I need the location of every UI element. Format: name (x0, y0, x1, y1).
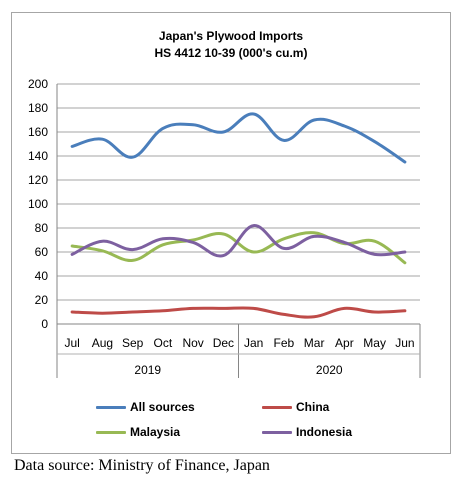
legend-label-china: China (296, 400, 330, 414)
chart-frame (11, 12, 451, 454)
x-group-label: 2020 (316, 363, 343, 377)
x-group-label: 2019 (134, 363, 161, 377)
legend-label-indonesia: Indonesia (296, 425, 353, 439)
y-tick-label: 60 (35, 245, 49, 259)
x-tick-label: Jan (244, 336, 263, 350)
y-tick-label: 200 (28, 77, 48, 91)
series-line-china (70, 306, 407, 319)
chart-subtitle: HS 4412 10-39 (000's cu.m) (154, 46, 308, 60)
x-tick-label: Nov (182, 336, 203, 350)
x-tick-label: Apr (335, 336, 354, 350)
x-tick-label: Jul (64, 336, 79, 350)
legend-label-all-sources: All sources (130, 400, 195, 414)
legend-swatch-china (262, 406, 292, 409)
y-tick-label: 120 (28, 173, 48, 187)
y-tick-label: 140 (28, 149, 48, 163)
source-note: Data source: Ministry of Finance, Japan (14, 457, 270, 474)
x-tick-label: Mar (304, 336, 325, 350)
legend-swatch-malaysia (96, 431, 126, 434)
y-tick-label: 180 (28, 101, 48, 115)
legend-label-malaysia: Malaysia (130, 425, 181, 439)
series-line-all-sources (70, 112, 407, 164)
y-tick-label: 20 (35, 293, 49, 307)
x-tick-label: Feb (274, 336, 295, 350)
x-tick-label: Oct (154, 336, 173, 350)
x-tick-label: May (363, 336, 386, 350)
y-tick-label: 40 (35, 269, 49, 283)
x-tick-label: Aug (92, 336, 113, 350)
y-tick-label: 80 (35, 221, 49, 235)
series-line-indonesia (70, 224, 407, 258)
legend-swatch-all-sources (96, 406, 126, 409)
x-tick-label: Sep (122, 336, 144, 350)
legend-swatch-indonesia (262, 431, 292, 434)
x-tick-label: Jun (395, 336, 414, 350)
y-tick-label: 160 (28, 125, 48, 139)
x-tick-label: Dec (213, 336, 234, 350)
chart-title: Japan's Plywood Imports (158, 29, 304, 43)
y-tick-label: 100 (28, 197, 48, 211)
y-tick-label: 0 (41, 317, 48, 331)
